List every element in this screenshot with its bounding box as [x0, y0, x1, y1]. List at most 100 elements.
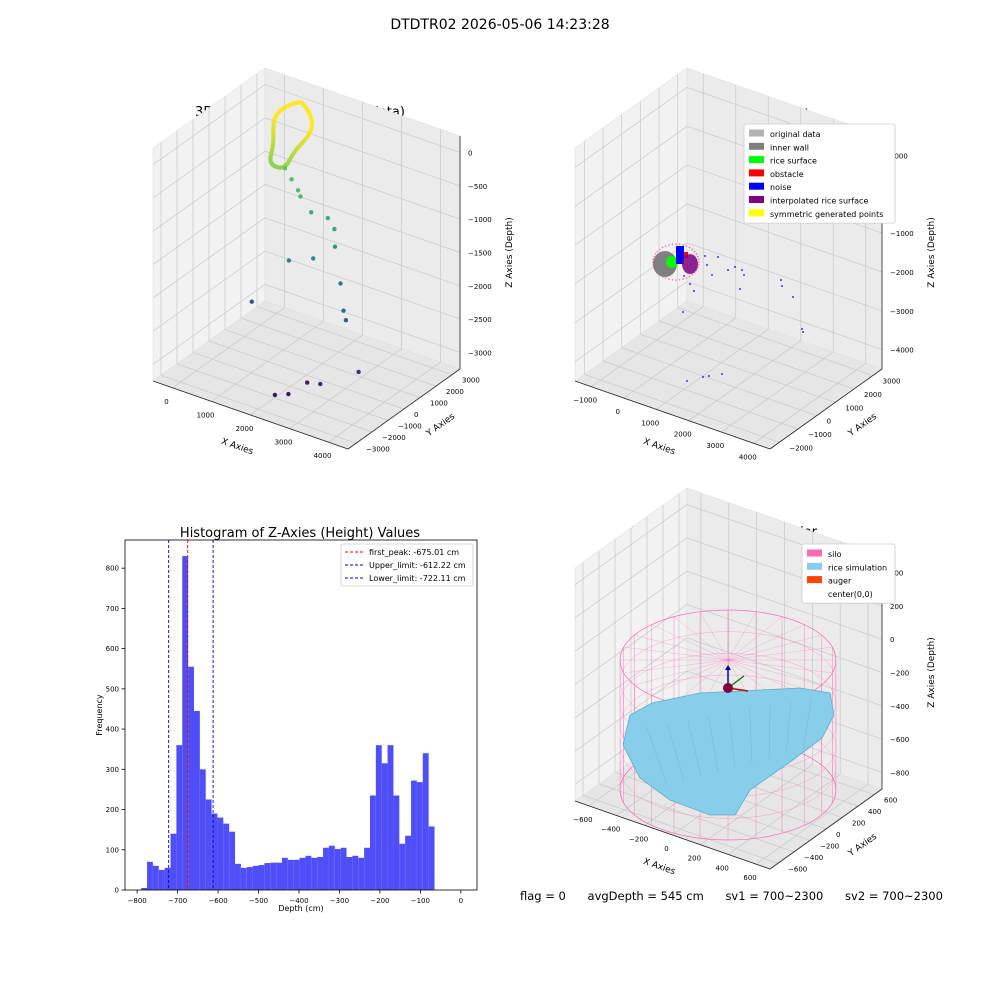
hist-bar	[399, 843, 406, 890]
sim-legend-label: auger	[828, 577, 852, 586]
sim-rice-mesh	[749, 708, 753, 764]
hist-x-tick-label: −600	[208, 897, 227, 905]
classify-legend-swatch	[749, 156, 764, 164]
raw-grid-z	[152, 284, 461, 365]
classify-noise-point	[801, 328, 803, 330]
sim-grid-y	[598, 783, 795, 853]
classify-silo-point	[661, 246, 664, 249]
classify-noise-point	[743, 274, 745, 276]
sim-center-marker	[723, 683, 733, 693]
classify-x-tick-label: 4000	[739, 453, 757, 461]
raw-data-point	[338, 281, 343, 286]
sim-rice-mesh	[708, 715, 719, 773]
raw-data-point	[305, 380, 310, 385]
raw-data-point	[298, 194, 303, 199]
sim-x-tick-label: 0	[664, 845, 668, 853]
hist-bar	[381, 763, 388, 890]
classify-grid-y	[640, 334, 836, 403]
hist-y-tick-label: 0	[115, 887, 119, 895]
sim-z-tick-label: −600	[890, 736, 909, 744]
hist-bar	[346, 857, 353, 890]
sim-legend-label: center(0,0)	[828, 590, 873, 599]
classify-legend-swatch	[749, 142, 764, 150]
hist-plot-title: Histogram of Z-Axies (Height) Values	[180, 526, 420, 541]
sim-z-tick-label: 200	[890, 603, 903, 611]
sim-legend-label: rice simulation	[828, 563, 887, 572]
sim-x-tick-label: −600	[573, 816, 592, 824]
hist-bar	[152, 865, 159, 890]
sim-x-axis-line	[574, 800, 771, 870]
hist-bar	[334, 848, 341, 890]
raw-x-tick-label: 2000	[236, 425, 254, 433]
hist-bar	[264, 863, 271, 890]
classify-y-tick-label: 3000	[883, 378, 901, 386]
hist-bar	[328, 845, 335, 890]
hist-legend-label: Lower_limit: -722.11 cm	[369, 574, 466, 583]
sim-silo-spoke	[634, 659, 729, 686]
raw-data-point	[272, 392, 278, 398]
hist-bar	[188, 666, 194, 890]
classify-x-axis-line	[574, 380, 771, 450]
classify-silo-point	[697, 264, 700, 266]
classify-silo-point	[678, 279, 681, 281]
hist-y-tick-label: 500	[106, 685, 119, 693]
hist-y-axis-label: Frequency	[95, 694, 104, 736]
sim-silo-spoke	[727, 659, 822, 686]
classify-silo-point	[653, 255, 655, 258]
classify-noise-point	[702, 376, 704, 378]
hist-bar	[141, 887, 148, 890]
raw-data-point	[325, 215, 330, 221]
classify-grid-x	[721, 351, 834, 433]
classify-noise-point	[689, 283, 691, 285]
sim-rice-mesh	[768, 705, 771, 759]
raw-y-axis-line	[347, 368, 461, 450]
sim-silo-spoke	[651, 624, 729, 661]
sim-legend	[801, 543, 896, 604]
classify-noise-point	[792, 296, 794, 298]
sim-rice-surface	[622, 687, 835, 816]
hist-bar	[375, 745, 382, 890]
classify-noise-point	[711, 274, 713, 276]
hist-bar	[270, 862, 277, 890]
raw-data-point	[311, 256, 316, 261]
classify-silo-point	[698, 261, 700, 263]
sv2-text: sv2 = 700~2300	[845, 889, 943, 903]
classify-z-tick-label: −2000	[890, 269, 914, 277]
hist-bar	[416, 782, 423, 890]
classify-noise-point	[693, 290, 695, 292]
hist-y-tick-label: 300	[106, 766, 119, 774]
sim-y-tick-label: −200	[820, 842, 839, 850]
classify-grid-x	[656, 329, 769, 410]
sim-legend-swatch	[807, 562, 822, 570]
classify-z-axis-label: Z Axies (Depth)	[927, 217, 937, 288]
sim-silo-spoke	[634, 634, 729, 661]
classify-grid-y	[658, 320, 855, 390]
classify-silo-point	[652, 258, 655, 261]
hist-bar	[235, 863, 241, 890]
hist-bar	[193, 710, 200, 890]
hist-bar	[323, 847, 329, 890]
classify-grid-x	[591, 306, 704, 387]
hist-y-tick-label: 200	[106, 806, 119, 814]
sim-x-tick-label: 600	[743, 874, 756, 882]
classify-silo-point	[678, 243, 681, 245]
classify-legend-swatch	[749, 182, 764, 190]
raw-z-tick-label: −1500	[468, 250, 492, 258]
sim-y-tick-label: −400	[804, 854, 823, 862]
hist-bar	[340, 847, 347, 890]
classify-noise-point	[781, 285, 783, 287]
classify-obstacle	[684, 252, 688, 258]
raw-z-tick-label: −3000	[468, 349, 492, 357]
classify-legend-label: obstacle	[770, 170, 804, 179]
raw-x-axis-label: X Axies	[220, 437, 255, 457]
sim-z-tick-label: −800	[890, 769, 909, 777]
sim-x-tick-label: −400	[601, 826, 620, 834]
classify-noise-point	[704, 255, 706, 257]
raw-z-tick-label: −2500	[468, 316, 492, 324]
sim-silo-spoke	[727, 624, 805, 661]
classify-y-tick-label: 0	[827, 418, 831, 426]
sim-rice-mesh	[687, 719, 702, 777]
sim-silo-spoke	[727, 646, 833, 661]
hist-bar	[369, 795, 376, 890]
classify-legend-swatch	[749, 209, 764, 217]
